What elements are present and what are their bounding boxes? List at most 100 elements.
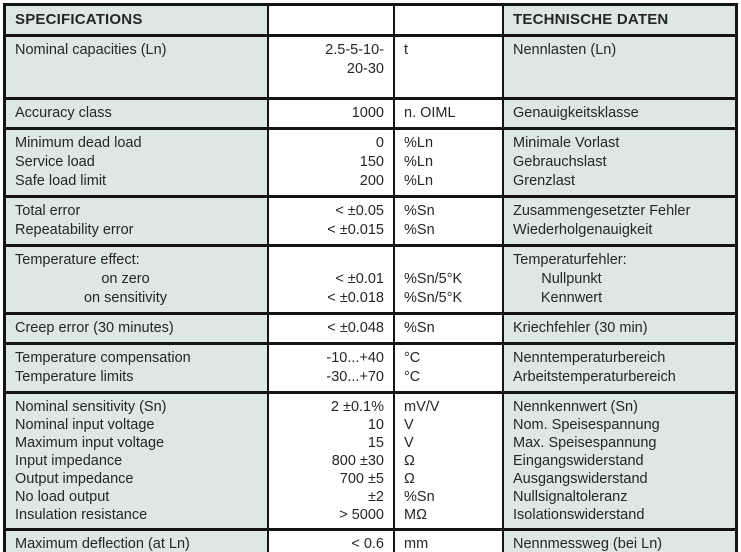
spec-unit-line: °C: [404, 369, 421, 385]
spec-value-line: < ±0.01: [335, 271, 384, 287]
spec-row-electrical: Nominal sensitivity (Sn) Nominal input v…: [6, 391, 735, 528]
spec-label-line: Repeatability error: [15, 222, 134, 238]
header-value-column: [267, 6, 393, 34]
spec-row-errors: Total error Repeatability error < ±0.05 …: [6, 195, 735, 244]
spec-label-line: Accuracy class: [15, 105, 112, 121]
spec-unit-line: %Ln: [404, 135, 434, 151]
spec-label-de: Kriechfehler (30 min): [502, 315, 735, 342]
spec-unit-line: [404, 251, 493, 270]
spec-label-de: Genauigkeitsklasse: [502, 100, 735, 127]
spec-label-line: Max. Speisespannung: [513, 435, 657, 451]
spec-value-line: 15: [367, 435, 384, 451]
spec-label-line: No load output: [15, 489, 110, 505]
spec-row-temperature-effect: Temperature effect: on zero on sensitivi…: [6, 244, 735, 312]
spec-value-line: 2 ±0.1%: [330, 399, 384, 415]
spec-unit: %Sn: [393, 315, 502, 342]
spec-label-subline: Nullpunkt: [541, 271, 602, 287]
spec-label-line: Ausgangswiderstand: [513, 471, 648, 487]
spec-label-line: Temperaturfehler:: [513, 252, 627, 268]
spec-label-line: Temperature effect:: [15, 252, 140, 268]
spec-label-line: Minimale Vorlast: [513, 135, 620, 151]
spec-value: < ±0.05 < ±0.015: [267, 198, 393, 244]
spec-label-line: Grenzlast: [513, 173, 576, 189]
spec-label-line: Nominal input voltage: [15, 417, 155, 433]
spec-label-de: Zusammengesetzter Fehler Wiederholgenaui…: [502, 198, 735, 244]
spec-unit: mV/V V V Ω Ω %Sn MΩ: [393, 394, 502, 528]
spec-label-line: Nullsignaltoleranz: [513, 489, 628, 505]
spec-label-line: Isolationswiderstand: [513, 507, 645, 523]
spec-label-line: Maximum deflection (at Ln): [15, 536, 190, 552]
spec-value: 2 ±0.1% 10 15 800 ±30 700 ±5 ±2 > 5000: [267, 394, 393, 528]
spec-value-line: 700 ±5: [339, 471, 384, 487]
spec-value-line: 0: [375, 135, 384, 151]
spec-label-en: Maximum deflection (at Ln): [6, 531, 267, 552]
spec-unit-line: t: [404, 42, 409, 58]
spec-label-subline: on zero: [101, 271, 150, 287]
spec-value-line: > 5000: [339, 507, 384, 523]
spec-row-creep-error: Creep error (30 minutes) < ±0.048 %Sn Kr…: [6, 312, 735, 342]
spec-value-line: < ±0.048: [327, 320, 384, 336]
spec-label-en: Minimum dead load Service load Safe load…: [6, 130, 267, 195]
spec-label-line: Output impedance: [15, 471, 134, 487]
spec-value: 0 150 200: [267, 130, 393, 195]
header-unit-column: [393, 6, 502, 34]
spec-row-loads: Minimum dead load Service load Safe load…: [6, 127, 735, 195]
spec-label-de: Nennkennwert (Sn) Nom. Speisespannung Ma…: [502, 394, 735, 528]
spec-unit-line: mV/V: [404, 399, 440, 415]
spec-value-line: [278, 251, 384, 270]
spec-unit-line: V: [404, 417, 414, 433]
spec-unit-line: Ω: [404, 471, 415, 487]
spec-unit-line: °C: [404, 350, 421, 366]
spec-label-en: Temperature compensation Temperature lim…: [6, 345, 267, 391]
spec-label-subline: on sensitivity: [83, 290, 167, 306]
spec-value-line: 800 ±30: [331, 453, 384, 469]
spec-label-line: Nennlasten (Ln): [513, 42, 617, 58]
spec-label-line: Input impedance: [15, 453, 123, 469]
spec-unit-line: MΩ: [404, 507, 427, 523]
spec-value-line: 2.5-5-10-: [325, 42, 384, 58]
spec-label-line: Gebrauchslast: [513, 154, 607, 170]
spec-label-de: Nennmessweg (bei Ln): [502, 531, 735, 552]
spec-unit-line: %Sn: [404, 222, 435, 238]
spec-row-accuracy-class: Accuracy class 1000 n. OIML Genauigkeits…: [6, 97, 735, 127]
spec-label-line: Minimum dead load: [15, 135, 142, 151]
spec-unit-line: %Sn: [404, 320, 435, 336]
specifications-table: SPECIFICATIONS TECHNISCHE DATEN Nominal …: [3, 3, 738, 552]
spec-label-subline: Kennwert: [540, 290, 603, 306]
spec-label-line: Wiederholgenauigkeit: [513, 222, 653, 238]
spec-unit-line: n. OIML: [404, 105, 456, 121]
spec-label-line: Zusammengesetzter Fehler: [513, 203, 691, 219]
spec-unit-line: %Sn: [404, 203, 435, 219]
spec-label-de: Nenntemperaturbereich Arbeitstemperaturb…: [502, 345, 735, 391]
spec-label-line: Nom. Speisespannung: [513, 417, 660, 433]
spec-label-line: Eingangswiderstand: [513, 453, 644, 469]
spec-unit: %Sn/5°K %Sn/5°K: [393, 247, 502, 312]
spec-label-line: Temperature limits: [15, 369, 134, 385]
spec-value-line: ±2: [367, 489, 384, 505]
spec-unit-line: mm: [404, 536, 429, 552]
spec-value: < ±0.01 < ±0.018: [267, 247, 393, 312]
spec-value-line: < ±0.015: [327, 222, 384, 238]
spec-unit-line: Ω: [404, 453, 415, 469]
spec-label-line: Nominal sensitivity (Sn): [15, 399, 167, 415]
spec-value-line: -30...+70: [326, 369, 384, 385]
spec-label-line: Safe load limit: [15, 173, 107, 189]
spec-value-line: < ±0.018: [327, 290, 384, 306]
spec-value: -10...+40 -30...+70: [267, 345, 393, 391]
spec-value-line: < ±0.05: [335, 203, 384, 219]
spec-label-en: Total error Repeatability error: [6, 198, 267, 244]
spec-row-maximum-deflection: Maximum deflection (at Ln) < 0.6 mm Nenn…: [6, 528, 735, 552]
spec-unit-line: %Sn: [404, 489, 435, 505]
spec-value: < ±0.048: [267, 315, 393, 342]
spec-label-en: Nominal capacities (Ln): [6, 37, 267, 97]
spec-row-temperature-ranges: Temperature compensation Temperature lim…: [6, 342, 735, 391]
spec-label-line: Nennmessweg (bei Ln): [513, 536, 663, 552]
spec-label-de: Minimale Vorlast Gebrauchslast Grenzlast: [502, 130, 735, 195]
spec-unit: t: [393, 37, 502, 97]
spec-label-en: Creep error (30 minutes): [6, 315, 267, 342]
header-specifications: SPECIFICATIONS: [6, 6, 267, 34]
spec-label-line: Nominal capacities (Ln): [15, 42, 167, 58]
spec-label-en: Temperature effect: on zero on sensitivi…: [6, 247, 267, 312]
spec-unit-line: %Sn/5°K: [404, 290, 463, 306]
spec-label-line: Service load: [15, 154, 95, 170]
